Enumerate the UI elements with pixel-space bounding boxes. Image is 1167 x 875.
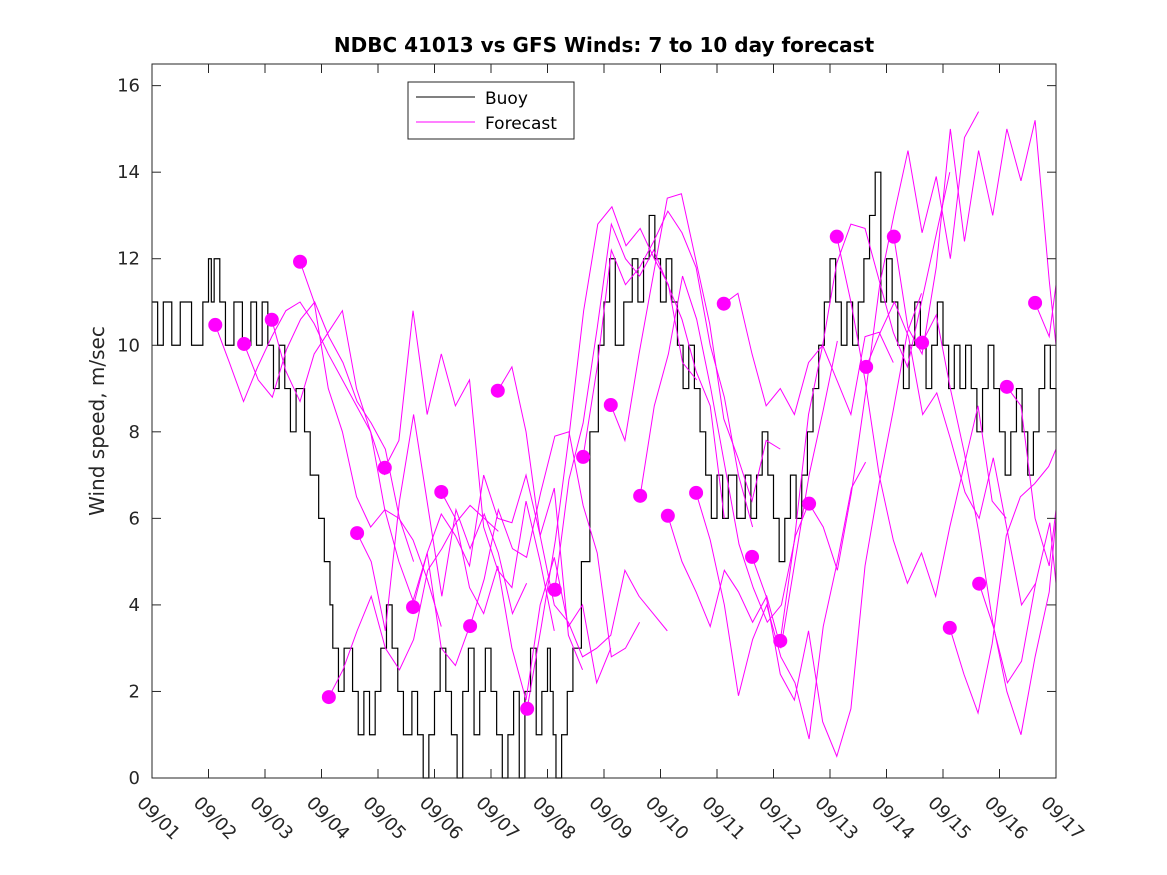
forecast-line [779, 172, 951, 641]
forecast-marker [802, 496, 817, 511]
forecast-line [723, 292, 894, 417]
forecast-marker [321, 690, 336, 705]
forecast-series-group [214, 111, 1057, 758]
plot-area: 09/01 09/02 09/03 09/04 09/05 09/06 09/07 09/08… [117, 63, 1088, 844]
forecast-marker [859, 359, 874, 374]
legend: Buoy Forecast [407, 81, 575, 140]
forecast-marker [264, 312, 279, 327]
chart-title: NDBC 41013 vs GFS Winds: 7 to 10 day for… [334, 33, 875, 57]
y-tick-label: 2 [129, 681, 140, 702]
forecast-marker [716, 296, 731, 311]
forecast-line [836, 236, 1007, 599]
forecast-marker [377, 460, 392, 475]
forecast-line [751, 293, 923, 758]
forecast-marker [434, 484, 449, 499]
forecast-line [582, 210, 754, 528]
y-tick-label: 14 [117, 162, 140, 183]
forecast-marker [463, 619, 478, 634]
forecast-marker [999, 379, 1014, 394]
forecast-line [554, 222, 725, 590]
forecast-marker [915, 335, 930, 350]
legend-label-buoy: Buoy [485, 89, 528, 109]
forecast-marker [490, 383, 505, 398]
forecast-line [299, 261, 471, 667]
forecast-marker [603, 397, 618, 412]
y-tick-label: 16 [117, 76, 140, 97]
legend-label-forecast: Forecast [485, 114, 557, 134]
forecast-line [328, 504, 499, 698]
forecast-marker [773, 633, 788, 648]
forecast-marker [237, 336, 252, 351]
forecast-marker [972, 576, 987, 591]
forecast-line [497, 365, 668, 658]
forecast-marker [660, 508, 675, 523]
y-tick-label: 6 [129, 508, 140, 529]
forecast-marker [633, 488, 648, 503]
forecast-marker [350, 526, 365, 541]
forecast-marker [576, 449, 591, 464]
y-axis-label: Wind speed, m/sec [85, 326, 109, 516]
y-axis: 0 2 4 6 8 10 12 14 16 [117, 76, 1056, 789]
forecast-line [610, 193, 781, 503]
y-tick-label: 10 [117, 335, 140, 356]
y-tick-label: 4 [129, 595, 140, 616]
forecast-marker [1028, 295, 1043, 310]
forecast-line [526, 205, 698, 709]
forecast-marker [406, 600, 421, 615]
forecast-line [667, 340, 838, 649]
forecast-line [440, 491, 612, 701]
y-tick-label: 8 [129, 422, 140, 443]
forecast-markers [208, 229, 1043, 716]
axes-background [152, 64, 1056, 778]
forecast-marker [520, 701, 535, 716]
forecast-line [214, 301, 386, 476]
forecast-line [893, 120, 1057, 356]
forecast-line [469, 431, 641, 658]
forecast-marker [293, 254, 308, 269]
forecast-marker [886, 229, 901, 244]
forecast-line [243, 301, 415, 562]
forecast-marker [829, 229, 844, 244]
forecast-line [384, 310, 555, 631]
forecast-line [808, 111, 980, 571]
forecast-marker [689, 485, 704, 500]
forecast-line [639, 275, 811, 624]
forecast-marker [745, 549, 760, 564]
forecast-line [356, 414, 528, 631]
forecast-marker [547, 582, 562, 597]
forecast-marker [208, 317, 223, 332]
legend-box [407, 81, 575, 140]
y-tick-label: 0 [129, 768, 140, 789]
forecast-line [695, 461, 867, 740]
forecast-marker [942, 620, 957, 635]
forecast-line [271, 309, 442, 627]
forecast-line [412, 473, 583, 671]
y-tick-label: 12 [117, 249, 140, 270]
